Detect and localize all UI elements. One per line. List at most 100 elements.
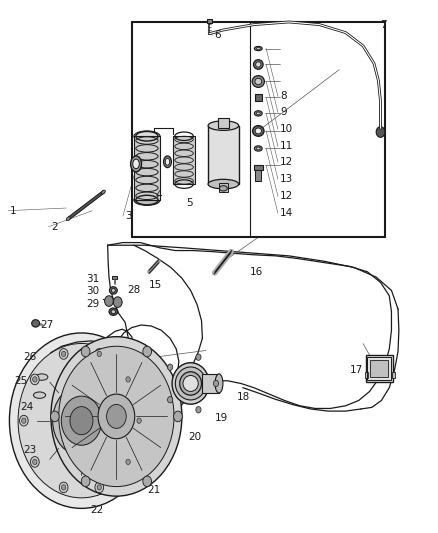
Bar [173,136,195,184]
Circle shape [10,333,153,508]
Bar [254,165,263,170]
Circle shape [213,380,219,386]
Text: 3: 3 [125,211,132,221]
Circle shape [70,407,93,435]
Circle shape [124,457,132,467]
Circle shape [51,337,182,496]
Bar [208,126,239,184]
Ellipse shape [163,156,171,167]
Ellipse shape [67,217,71,221]
Circle shape [143,346,152,357]
Text: 24: 24 [20,402,34,413]
Text: 23: 23 [23,445,37,455]
Text: 22: 22 [90,505,103,515]
Circle shape [126,377,130,382]
Text: 12: 12 [280,191,293,201]
Bar [35,372,48,382]
Text: 4: 4 [155,190,162,200]
Ellipse shape [110,287,117,294]
Bar [33,390,46,400]
Ellipse shape [256,112,260,115]
Text: 11: 11 [280,141,293,151]
Ellipse shape [134,131,160,142]
Text: 2: 2 [51,222,57,232]
Ellipse shape [172,363,209,404]
Bar [366,355,393,382]
Circle shape [53,385,110,456]
Bar [207,19,212,23]
Text: 14: 14 [280,208,293,219]
Ellipse shape [256,147,260,150]
Ellipse shape [111,310,116,313]
Circle shape [97,351,102,357]
Text: 28: 28 [127,286,141,295]
Bar [132,22,385,237]
Bar [218,118,229,128]
Ellipse shape [109,308,118,316]
Circle shape [106,405,126,429]
Bar [367,357,391,380]
Bar [365,372,368,378]
Bar [201,374,219,393]
Circle shape [31,374,39,385]
Ellipse shape [32,320,39,327]
Ellipse shape [256,62,261,67]
Text: 13: 13 [280,174,293,184]
Text: 31: 31 [86,274,99,284]
Text: 12: 12 [280,157,293,167]
Ellipse shape [208,121,239,131]
Bar [370,360,388,377]
Ellipse shape [254,111,262,116]
Ellipse shape [31,385,39,390]
Text: 10: 10 [280,124,293,134]
Circle shape [50,411,59,422]
Circle shape [81,346,90,357]
Circle shape [33,377,37,382]
Ellipse shape [253,126,264,136]
Circle shape [173,411,182,422]
Circle shape [196,354,201,360]
Circle shape [76,356,95,379]
Bar [113,276,117,279]
Ellipse shape [219,185,227,191]
Bar [134,136,160,200]
Ellipse shape [254,46,262,51]
Ellipse shape [111,288,115,292]
Ellipse shape [131,156,141,172]
Text: 29: 29 [86,298,99,309]
Text: 15: 15 [149,280,162,290]
Ellipse shape [255,78,261,85]
Circle shape [196,407,201,413]
Ellipse shape [183,375,198,391]
Ellipse shape [180,372,201,395]
Circle shape [137,418,141,423]
Ellipse shape [33,392,46,398]
Ellipse shape [35,374,48,380]
Ellipse shape [208,179,239,189]
Circle shape [167,364,173,370]
Text: 26: 26 [23,352,37,362]
Circle shape [61,351,66,357]
Bar [255,94,262,101]
Circle shape [95,349,104,359]
Ellipse shape [175,367,206,400]
Circle shape [61,484,66,490]
Ellipse shape [254,146,262,151]
Circle shape [124,374,132,385]
Text: 19: 19 [215,413,228,423]
Circle shape [97,484,102,490]
Bar [392,372,396,378]
Circle shape [21,418,26,423]
Text: 8: 8 [280,91,287,101]
Circle shape [143,476,152,487]
Ellipse shape [29,403,37,408]
Ellipse shape [133,159,139,168]
Circle shape [126,459,130,465]
Text: 21: 21 [147,485,160,495]
Circle shape [33,459,37,465]
Bar [219,182,228,192]
Circle shape [98,394,135,439]
Ellipse shape [101,190,105,194]
Circle shape [81,361,91,374]
Ellipse shape [165,158,170,165]
